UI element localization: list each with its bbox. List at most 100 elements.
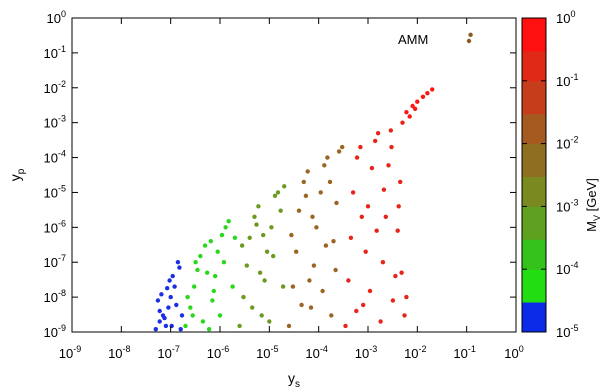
tick-label: 10-6 — [44, 218, 66, 235]
data-point — [303, 193, 309, 198]
data-point — [167, 278, 172, 283]
tick-label: 10-5 — [44, 183, 66, 200]
legend-marker — [466, 38, 472, 44]
data-point — [223, 225, 228, 230]
data-point — [354, 308, 359, 314]
data-point — [188, 305, 193, 310]
data-point — [210, 298, 215, 303]
data-point — [307, 278, 312, 283]
data-point — [359, 214, 364, 219]
data-point — [346, 278, 351, 283]
data-point — [354, 155, 360, 160]
data-point — [333, 267, 338, 273]
data-point — [252, 214, 257, 219]
data-point — [177, 265, 182, 270]
data-point — [162, 315, 167, 321]
data-point — [412, 106, 418, 112]
data-point — [169, 323, 174, 329]
data-point — [373, 138, 378, 144]
plot-frame — [71, 17, 517, 333]
data-point — [256, 204, 261, 209]
data-point — [262, 278, 267, 283]
data-point — [217, 313, 223, 318]
data-point — [282, 184, 287, 189]
tick-label: 10-9 — [44, 323, 66, 340]
data-point — [361, 302, 366, 308]
data-point — [175, 260, 181, 265]
data-point — [166, 305, 171, 310]
data-point — [400, 120, 405, 125]
data-point — [334, 200, 339, 206]
data-point — [170, 273, 175, 279]
colorbar-band — [522, 302, 546, 333]
data-point — [325, 155, 330, 160]
data-point — [378, 319, 383, 324]
tick-label: 10-2 — [404, 344, 426, 361]
data-point — [393, 273, 398, 279]
data-point — [294, 249, 299, 254]
data-point — [301, 179, 306, 185]
data-point — [389, 144, 394, 150]
scatter-points — [153, 32, 473, 332]
data-point — [155, 298, 161, 303]
tick-label: 10-3 — [556, 197, 578, 214]
data-point — [336, 149, 342, 154]
data-point — [390, 298, 396, 303]
data-point — [340, 144, 345, 150]
data-point — [257, 270, 263, 275]
data-point — [259, 313, 264, 318]
data-point — [168, 294, 173, 300]
data-point — [250, 305, 255, 310]
data-point — [305, 169, 310, 174]
data-point — [343, 323, 348, 329]
tick-label: 10-1 — [44, 44, 66, 61]
data-point — [192, 284, 197, 289]
data-point — [329, 313, 334, 318]
data-point — [374, 228, 379, 233]
data-point — [296, 208, 302, 213]
data-point — [232, 235, 238, 240]
data-point — [404, 294, 409, 300]
data-point — [163, 323, 169, 329]
colorbar-band — [522, 176, 546, 207]
data-point — [269, 225, 274, 230]
data-point — [272, 193, 278, 198]
data-point — [275, 190, 281, 195]
data-point — [174, 302, 179, 308]
data-point — [365, 204, 371, 209]
tick-label: 10-9 — [59, 344, 81, 361]
data-point — [310, 214, 315, 219]
tick-label: 100 — [504, 344, 523, 361]
data-point — [430, 87, 435, 92]
data-point — [264, 249, 270, 254]
tick-label: 100 — [556, 9, 575, 26]
data-point — [383, 214, 388, 219]
data-point — [271, 253, 276, 259]
data-point — [157, 319, 162, 324]
tick-label: 10-4 — [556, 260, 578, 277]
x-axis-ticks: 10-9 10-8 10-7 10-6 10-5 10-4 10-3 10-2 10-1 100 — [59, 18, 524, 361]
data-point — [331, 239, 336, 244]
data-point — [308, 305, 314, 310]
data-point — [226, 219, 231, 224]
data-point — [267, 319, 272, 324]
colorbar — [521, 17, 547, 333]
data-point — [311, 263, 317, 268]
data-point — [289, 232, 294, 238]
data-point — [215, 249, 220, 254]
data-point — [386, 163, 391, 168]
colorbar-ticks: 10-5 10-4 10-3 10-2 10-1 100 — [522, 9, 578, 340]
y-axis-ticks: 10-9 10-8 10-7 10-6 10-5 10-4 10-3 10-2 10-1 100 — [44, 9, 516, 340]
data-point — [323, 243, 329, 248]
data-point — [399, 270, 404, 275]
legend-label: AMM — [398, 32, 428, 47]
y-axis-label: yp — [7, 168, 27, 181]
data-point — [202, 243, 208, 248]
data-point — [230, 284, 235, 289]
tick-label: 10-5 — [256, 344, 278, 361]
data-point — [183, 323, 188, 329]
tick-label: 10-8 — [44, 288, 66, 305]
data-point — [211, 288, 216, 294]
data-point — [299, 302, 304, 308]
data-point — [198, 253, 203, 259]
